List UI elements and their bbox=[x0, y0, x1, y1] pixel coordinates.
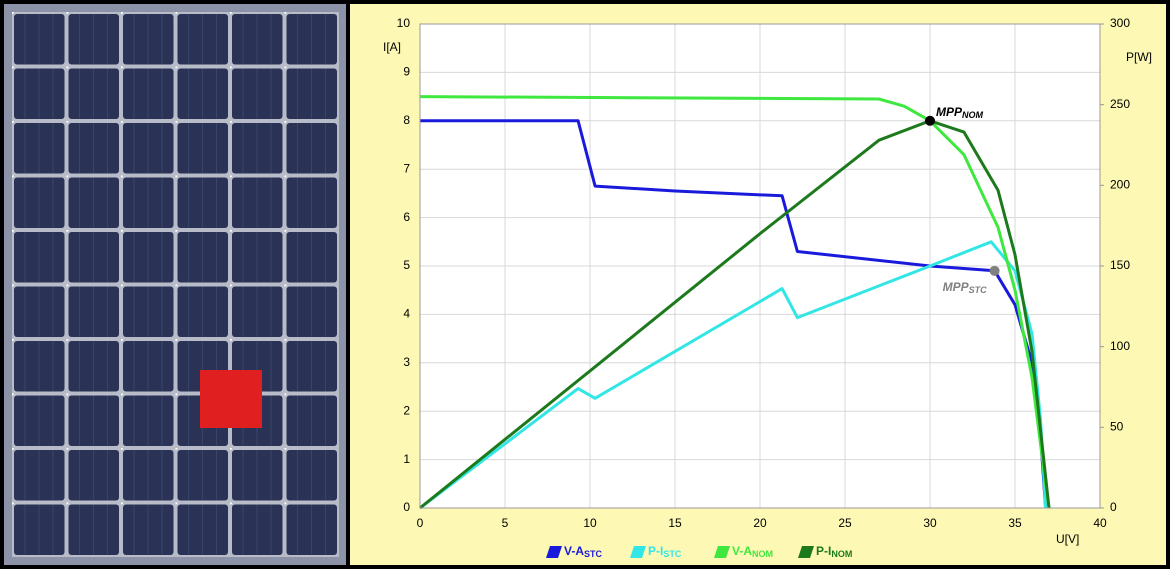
legend-swatch bbox=[546, 546, 562, 558]
shaded-cell bbox=[200, 370, 262, 428]
y-axis-label: I[A] bbox=[383, 40, 401, 54]
y-tick-label: 9 bbox=[403, 65, 410, 79]
y-tick-label: 6 bbox=[403, 210, 410, 224]
x-tick-label: 25 bbox=[838, 516, 852, 530]
legend-label: V-ANOM bbox=[732, 544, 773, 559]
y-tick-label: 0 bbox=[403, 500, 410, 514]
legend-name: P-I bbox=[648, 544, 663, 558]
y2-axis-label: P[W] bbox=[1126, 50, 1152, 64]
y2-tick-label: 100 bbox=[1110, 339, 1130, 353]
legend-subscript: NOM bbox=[752, 549, 773, 559]
y2-tick-label: 200 bbox=[1110, 178, 1130, 192]
y2-tick-label: 300 bbox=[1110, 16, 1130, 30]
series-line bbox=[419, 119, 1051, 510]
series-line bbox=[419, 95, 1051, 509]
annotation-text: MPP bbox=[936, 105, 963, 119]
legend-label: P-INOM bbox=[816, 544, 852, 559]
legend-subscript: STC bbox=[584, 549, 603, 559]
annotation: MPPSTC bbox=[943, 280, 988, 295]
x-axis-label: U[V] bbox=[1056, 532, 1079, 546]
x-tick-label: 5 bbox=[502, 516, 509, 530]
mpp-marker bbox=[989, 265, 1000, 276]
x-tick-label: 30 bbox=[923, 516, 937, 530]
x-tick-label: 20 bbox=[753, 516, 767, 530]
y2-tick-label: 150 bbox=[1110, 258, 1130, 272]
legend-name: V-A bbox=[564, 544, 584, 558]
series-line bbox=[419, 240, 1048, 510]
y-tick-label: 1 bbox=[403, 452, 410, 466]
y-tick-label: 3 bbox=[403, 355, 410, 369]
x-tick-label: 40 bbox=[1093, 516, 1107, 530]
mpp-marker bbox=[925, 115, 935, 126]
y2-tick-label: 0 bbox=[1110, 500, 1117, 514]
y-tick-label: 7 bbox=[403, 161, 410, 175]
legend-label: V-ASTC bbox=[564, 544, 603, 559]
y-tick-label: 5 bbox=[403, 258, 410, 272]
x-tick-label: 15 bbox=[668, 516, 682, 530]
legend-name: P-I bbox=[816, 544, 831, 558]
legend-swatch bbox=[630, 546, 646, 558]
y-tick-label: 8 bbox=[403, 113, 410, 127]
x-tick-label: 0 bbox=[417, 516, 424, 530]
annotation-subscript: STC bbox=[969, 285, 988, 295]
y2-tick-label: 50 bbox=[1110, 420, 1124, 434]
legend-label: P-ISTC bbox=[648, 544, 682, 559]
x-tick-label: 35 bbox=[1008, 516, 1022, 530]
legend-swatch bbox=[714, 546, 730, 558]
annotation: MPPNOM bbox=[936, 105, 984, 120]
legend-name: V-A bbox=[732, 544, 752, 558]
legend-subscript: NOM bbox=[831, 549, 852, 559]
y-tick-label: 4 bbox=[403, 307, 410, 321]
legend-subscript: STC bbox=[663, 549, 682, 559]
solar-cells bbox=[12, 12, 339, 557]
y2-tick-label: 250 bbox=[1110, 97, 1130, 111]
annotation-subscript: NOM bbox=[962, 110, 984, 120]
legend-swatch bbox=[798, 546, 814, 558]
y-tick-label: 2 bbox=[403, 403, 410, 417]
y-tick-label: 10 bbox=[397, 16, 411, 30]
x-tick-label: 10 bbox=[583, 516, 597, 530]
annotation-text: MPP bbox=[943, 280, 970, 294]
